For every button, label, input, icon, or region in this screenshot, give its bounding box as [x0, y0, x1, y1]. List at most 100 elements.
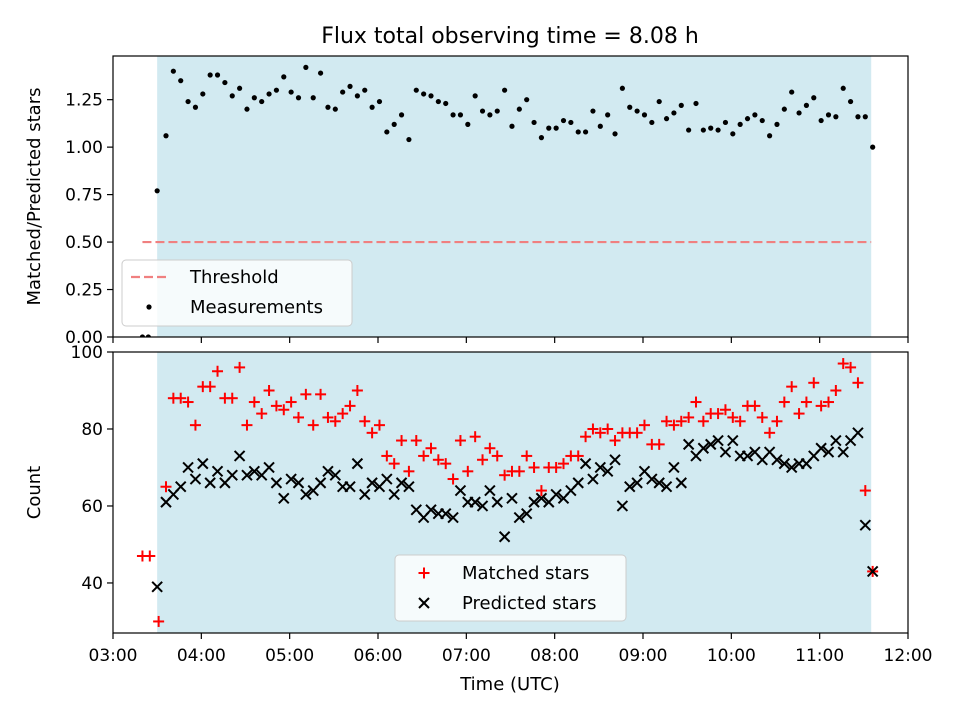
- matched-star-point: [528, 461, 540, 473]
- predicted-star-point: [778, 457, 791, 470]
- predicted-star-point: [609, 454, 621, 466]
- matched-star-point: [248, 396, 260, 408]
- matched-star-point: [300, 388, 312, 400]
- measurement-point: [560, 117, 567, 124]
- measurement-point: [789, 89, 795, 95]
- measurement-point: [450, 112, 456, 118]
- predicted-star-point: [359, 488, 371, 501]
- measurement-point: [818, 117, 824, 124]
- matched-star-point: [778, 396, 790, 408]
- measurement-point: [494, 108, 500, 114]
- matched-star-point: [653, 438, 665, 450]
- predicted-star-point: [712, 434, 724, 447]
- matched-star-point: [764, 427, 776, 439]
- x-axis-label: Time (UTC): [459, 674, 560, 695]
- axes-frame: [112, 351, 909, 634]
- matched-star-point: [771, 415, 783, 427]
- y-tick-label: 0.00: [65, 328, 103, 348]
- predicted-star-point: [506, 492, 518, 504]
- measurement-point: [325, 104, 331, 110]
- matched-star-point: [418, 450, 430, 462]
- predicted-star-point: [469, 496, 481, 508]
- matched-star-point: [756, 411, 768, 423]
- y-tick-label: 0.50: [65, 233, 103, 253]
- matched-star-point: [491, 450, 503, 462]
- matched-star-point: [734, 415, 746, 427]
- matched-star-point: [594, 427, 606, 439]
- measurement-point: [428, 93, 434, 99]
- matched-star-point: [837, 358, 849, 370]
- predicted-star-point: [572, 477, 584, 489]
- matched-star-point: [388, 458, 400, 470]
- measurement-point: [693, 100, 699, 107]
- predicted-star-point: [697, 442, 710, 454]
- measurement-point: [251, 95, 257, 101]
- matched-star-point: [830, 384, 842, 396]
- measurement-point: [457, 112, 464, 118]
- predicted-star-point: [241, 469, 253, 481]
- measurement-point: [310, 95, 316, 101]
- matched-star-point: [609, 435, 621, 447]
- matched-star-point: [226, 392, 238, 404]
- measurement-point: [200, 91, 206, 97]
- predicted-star-point: [454, 484, 467, 497]
- measurement-point: [737, 121, 743, 127]
- x-tick-label: 06:00: [354, 646, 403, 666]
- y-tick-label: 1.00: [65, 138, 103, 158]
- predicted-star-point: [314, 477, 327, 489]
- matched-star-point: [263, 384, 275, 396]
- measurement-point: [656, 98, 662, 105]
- legend-matched-swatch: [418, 567, 430, 579]
- matched-star-point: [432, 454, 444, 466]
- measurement-point: [163, 133, 169, 139]
- matched-star-point: [153, 615, 165, 627]
- matched-star-point: [403, 465, 415, 477]
- y-tick-label: 40: [81, 574, 103, 594]
- legend-matched-label: Matched stars: [462, 563, 589, 584]
- matched-star-point: [477, 454, 489, 466]
- measurement-point: [472, 93, 478, 99]
- figure-title: Flux total observing time = 8.08 h: [321, 24, 699, 49]
- measurement-point: [531, 119, 537, 126]
- measurement-point: [340, 89, 346, 95]
- measurement-point: [303, 64, 309, 70]
- measurement-point: [855, 114, 861, 120]
- measurement-point: [317, 70, 324, 76]
- measurement-point: [273, 87, 280, 93]
- measurement-point: [840, 85, 846, 91]
- predicted-star-point: [344, 481, 356, 493]
- predicted-star-point: [329, 469, 342, 481]
- legend-measurement-label: Measurements: [190, 297, 323, 318]
- measurement-point: [575, 129, 581, 135]
- matched-star-point: [270, 400, 282, 412]
- measurement-point: [516, 106, 522, 112]
- measurement-point: [214, 72, 221, 78]
- measurement-point: [759, 117, 765, 124]
- predicted-star-point: [668, 461, 680, 474]
- predicted-star-point: [771, 454, 783, 466]
- axes-frame: [112, 55, 909, 338]
- predicted-star-point: [211, 465, 224, 478]
- predicted-star-point: [351, 457, 364, 470]
- predicted-star-point: [182, 461, 194, 474]
- predicted-star-point: [653, 477, 665, 489]
- measurement-point: [671, 110, 677, 116]
- matched-star-point: [587, 423, 599, 435]
- legend-predicted-swatch: [418, 597, 430, 609]
- predicted-star-point: [300, 488, 312, 501]
- measurement-point: [443, 100, 449, 107]
- measurement-point: [178, 78, 184, 84]
- measurement-point: [398, 112, 405, 118]
- predicted-star-point: [866, 565, 879, 578]
- predicted-star-point: [366, 477, 378, 489]
- matched-star-point: [366, 427, 378, 439]
- matched-star-point: [808, 377, 820, 389]
- matched-star-point: [602, 423, 614, 435]
- y-axis-label: Count: [24, 466, 45, 519]
- matched-star-point: [234, 361, 246, 373]
- predicted-star-point: [830, 434, 842, 447]
- predicted-star-point: [226, 469, 238, 481]
- matched-star-point: [550, 461, 562, 473]
- measurement-point: [170, 68, 176, 74]
- matched-star-point: [440, 458, 452, 470]
